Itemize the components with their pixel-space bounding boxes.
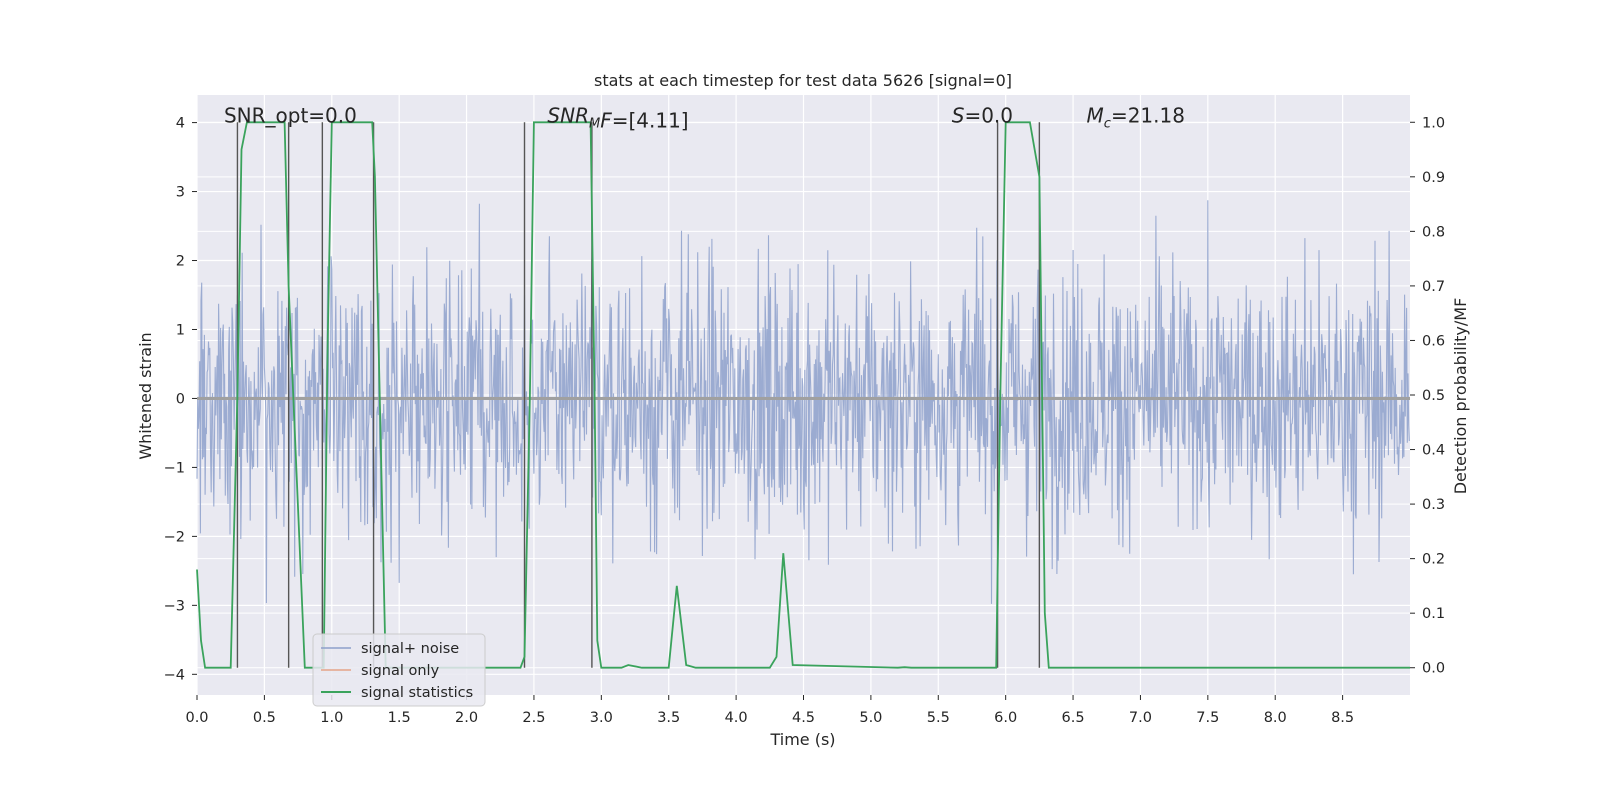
x-tick-label: 0.0 xyxy=(185,710,208,726)
y-left-tick-label: 4 xyxy=(176,116,185,132)
y-left-tick-label: −4 xyxy=(164,667,185,683)
y-right-tick-label: 0.3 xyxy=(1422,497,1445,513)
annotations: SNR_opt=0.0 SNRMF=[4.11] S=0.0 Mc=21.18 xyxy=(224,104,1185,133)
y-right-tick-label: 0.1 xyxy=(1422,606,1445,622)
y-right-tick-label: 0.7 xyxy=(1422,279,1445,295)
y-left-tick-label: 0 xyxy=(176,391,185,407)
legend-entry: signal+ noise xyxy=(361,641,459,657)
x-tick-label: 4.5 xyxy=(792,710,815,726)
annotation: Mc=21.18 xyxy=(1087,104,1185,132)
y-left-tick-label: 3 xyxy=(176,185,185,201)
y-left-tick-label: −1 xyxy=(164,460,185,476)
annotation: SNRMF=[4.11] xyxy=(547,104,688,133)
y-right-tick-label: 0.0 xyxy=(1422,661,1445,677)
x-tick-label: 0.5 xyxy=(253,710,276,726)
y-right-tick-label: 0.9 xyxy=(1422,170,1445,186)
x-tick-label: 6.5 xyxy=(1062,710,1085,726)
x-ticks: 0.0 0.5 1.0 1.5 2.0 2.5 3.0 3.5 4.0 4.5 5.0 5.5 6.0 6… xyxy=(185,695,1354,726)
y-right-tick-label: 0.4 xyxy=(1422,443,1445,459)
x-tick-label: 4.0 xyxy=(725,710,748,726)
y-right-tick-label: 0.6 xyxy=(1422,333,1445,349)
y-right-axis-label: Detection probability/MF xyxy=(1451,298,1470,495)
y-right-tick-label: 1.0 xyxy=(1422,115,1445,131)
x-tick-label: 1.0 xyxy=(320,710,343,726)
chart-title: stats at each timestep for test data 562… xyxy=(594,71,1012,90)
x-tick-label: 8.5 xyxy=(1331,710,1354,726)
y-right-ticks: 1.0 0.9 0.8 0.7 0.6 0.5 0.4 0.3 0.2 0.1 0.0 xyxy=(1410,115,1445,677)
signal-noise-series xyxy=(196,200,1410,604)
x-tick-label: 7.0 xyxy=(1129,710,1152,726)
annotation: S=0.0 xyxy=(952,104,1013,128)
y-left-axis-label: Whitened strain xyxy=(136,332,155,459)
y-right-tick-label: 0.8 xyxy=(1422,224,1445,240)
signal-noise-line xyxy=(196,200,1410,604)
legend-box xyxy=(312,633,486,707)
x-tick-label: 5.5 xyxy=(927,710,950,726)
x-tick-label: 8.0 xyxy=(1264,710,1287,726)
x-tick-label: 3.5 xyxy=(657,710,680,726)
legend-entry: signal statistics xyxy=(361,685,473,701)
x-tick-label: 2.5 xyxy=(522,710,545,726)
legend: signal+ noise signal only signal statistic… xyxy=(312,633,486,707)
x-tick-label: 2.0 xyxy=(455,710,478,726)
y-left-tick-label: −3 xyxy=(164,598,185,614)
grid xyxy=(196,95,1410,695)
vertical-markers xyxy=(236,122,1041,668)
x-tick-label: 5.0 xyxy=(859,710,882,726)
x-tick-label: 3.0 xyxy=(590,710,613,726)
y-left-ticks: 4 3 2 1 0 −1 −2 −3 −4 xyxy=(164,116,197,683)
annotation: SNR_opt=0.0 xyxy=(224,104,357,128)
signal-statistics-series xyxy=(196,121,1410,669)
legend-entry: signal only xyxy=(361,663,440,679)
x-axis-label: Time (s) xyxy=(769,730,835,749)
y-left-tick-label: −2 xyxy=(164,529,185,545)
x-tick-label: 1.5 xyxy=(388,710,411,726)
y-left-tick-label: 1 xyxy=(176,322,185,338)
x-tick-label: 6.0 xyxy=(994,710,1017,726)
y-right-tick-label: 0.5 xyxy=(1422,388,1445,404)
y-right-tick-label: 0.2 xyxy=(1422,552,1445,568)
x-tick-label: 7.5 xyxy=(1196,710,1219,726)
y-left-tick-label: 2 xyxy=(176,254,185,270)
signal-statistics-line xyxy=(196,121,1410,669)
